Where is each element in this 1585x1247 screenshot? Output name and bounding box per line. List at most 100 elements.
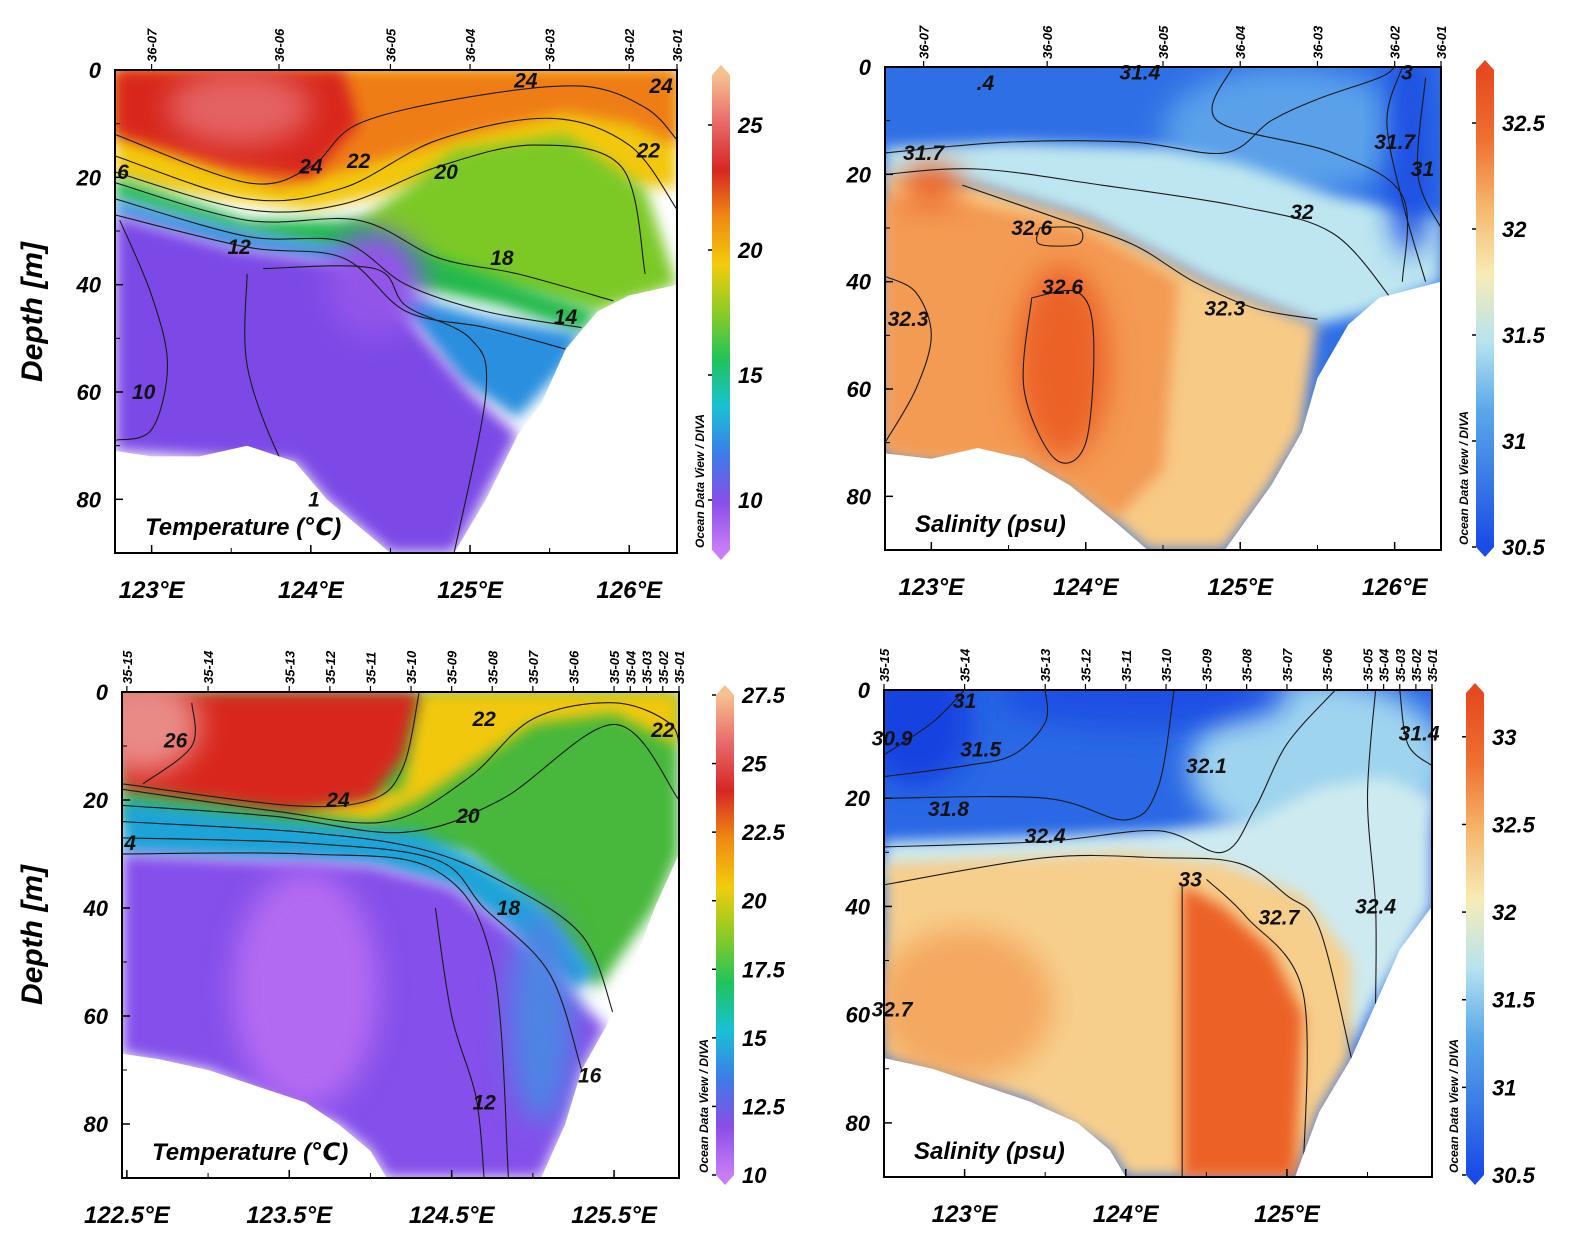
- color-field: [115, 70, 677, 553]
- y-tick-label: 20: [76, 165, 102, 190]
- colorbar-tick-label: 31: [1502, 429, 1526, 454]
- colorbar-tick-label: 32.5: [1502, 111, 1546, 136]
- station-label: 35-08: [1240, 648, 1255, 682]
- y-tick-label: 20: [846, 162, 872, 187]
- x-tick-label: 123°E: [899, 574, 966, 601]
- panel-salinity-36: 31.4 31.7 32 32.6 32.6 32.3 32.3 31.7 .4 31 3 0 20 40…: [846, 25, 1546, 601]
- contour-label: 22: [346, 150, 371, 173]
- station-label: 35-09: [445, 650, 460, 684]
- contour-label: 24: [298, 156, 323, 179]
- x-tick-label: 125°E: [1254, 1201, 1321, 1228]
- y-tick-label: 60: [84, 1004, 109, 1029]
- contour-label: 32.3: [888, 308, 929, 331]
- panel-salinity-35: 30.9 31 31.5 31.8 32.4 32.1 33 32.7 32.4 32.7 31.4…: [845, 648, 1536, 1228]
- colorbar-tick-label: 30.5: [1492, 1163, 1536, 1188]
- y-tick-label: 0: [96, 680, 109, 705]
- colorbar-min-arrow: [716, 1175, 734, 1185]
- contour-label: 30.9: [872, 728, 913, 751]
- colorbar-tick-label: 25: [737, 113, 763, 138]
- seabed-mask: [120, 854, 681, 1180]
- y-tick-label: 80: [77, 487, 102, 512]
- contour-line: [884, 690, 1175, 821]
- y-tick-label: 40: [845, 894, 871, 919]
- contour-label: 22: [650, 719, 675, 742]
- contour-line: [122, 852, 510, 1178]
- contour-label: 26: [163, 730, 188, 753]
- contour-label: 33: [1179, 868, 1203, 891]
- station-label: 35-11: [364, 652, 379, 684]
- contour-label: 31: [1411, 158, 1434, 181]
- colorbar-tick-label: 20: [741, 889, 767, 914]
- station-label: 35-15: [120, 650, 135, 684]
- contour-label: 31.8: [928, 798, 969, 821]
- colorbar-tick-label: 27.5: [741, 683, 786, 708]
- station-label: 36-07: [145, 28, 160, 62]
- station-label: 35-08: [485, 650, 500, 684]
- y-tick-label: 0: [89, 58, 102, 83]
- x-tick-label: 126°E: [1362, 574, 1429, 601]
- station-label: 36-04: [463, 28, 478, 62]
- station-label: 35-05: [1361, 648, 1376, 682]
- contour-line: [434, 907, 485, 1178]
- contour-label: 6: [117, 161, 129, 184]
- station-label: 36-01: [670, 29, 685, 62]
- contour-label: 24: [325, 789, 350, 812]
- contour-lines: [885, 67, 1441, 464]
- field-region-5: [1182, 884, 1304, 1177]
- station-label: 35-03: [640, 650, 655, 684]
- station-label: 35-09: [1199, 648, 1214, 682]
- colorbar-tick-label: 31: [1492, 1075, 1516, 1100]
- colorbar-tick-label: 32: [1502, 217, 1527, 242]
- station-label: 36-05: [383, 28, 398, 62]
- contour-label: 31.5: [960, 739, 1001, 762]
- contour-lines: [122, 692, 679, 1178]
- contour-line: [115, 144, 646, 275]
- contour-line: [884, 854, 1352, 1059]
- station-label: 35-10: [1159, 648, 1174, 682]
- station-label: 35-04: [1377, 648, 1392, 682]
- seabed-mask: [113, 284, 679, 555]
- colorbar-tick-label: 31.5: [1492, 988, 1536, 1013]
- colorbar-tick-label: 10: [742, 1163, 767, 1188]
- x-tick-label: 124°E: [1053, 574, 1120, 601]
- y-tick-label: 20: [845, 786, 871, 811]
- contour-line: [115, 182, 614, 302]
- contour-line: [122, 692, 420, 808]
- contour-label: 20: [455, 805, 480, 828]
- y-axis-label-top: Depth [m]: [16, 241, 49, 382]
- contour-line: [115, 198, 582, 329]
- contour-label: 31.7: [903, 142, 945, 165]
- field-region-3: [122, 692, 200, 773]
- colorbar-min-arrow: [1466, 1175, 1484, 1185]
- contour-label: .4: [977, 72, 995, 95]
- x-tick-label: 124°E: [278, 577, 345, 604]
- field-region-4: [122, 800, 598, 989]
- field-region-3: [167, 70, 311, 146]
- contour-label: 22: [471, 708, 496, 731]
- contour-label: 32.1: [1186, 755, 1227, 778]
- colorbar-tick-label: 15: [742, 1026, 767, 1051]
- contour-line: [122, 837, 583, 1071]
- x-tick-label: 125.5°E: [571, 1202, 658, 1229]
- contour-label: 18: [497, 897, 521, 920]
- y-axis-label-bottom: Depth [m]: [16, 864, 49, 1005]
- contour-label: 12: [228, 236, 252, 259]
- x-tick-label: 123.5°E: [246, 1202, 333, 1229]
- colorbar: [716, 695, 734, 1175]
- contour-label: 14: [554, 306, 578, 329]
- contour-label: 32.7: [872, 998, 914, 1021]
- contour-line: [885, 275, 932, 443]
- field-region-6: [900, 163, 963, 207]
- contour-label: 24: [513, 70, 538, 93]
- panel-temperature-35: 26 24 22 22 20 18 4 12 16 0 20 40 60 80 122.5°E 123.5°E…: [83, 650, 786, 1229]
- contour-line: [142, 702, 196, 785]
- station-label: 36-06: [272, 28, 287, 62]
- y-tick-label: 60: [77, 380, 102, 405]
- field-region-5: [1016, 265, 1109, 459]
- contour-label: 31: [953, 690, 976, 713]
- contour-line: [1399, 690, 1432, 767]
- contour-label: 16: [578, 1064, 602, 1087]
- contour-label: 20: [433, 161, 458, 184]
